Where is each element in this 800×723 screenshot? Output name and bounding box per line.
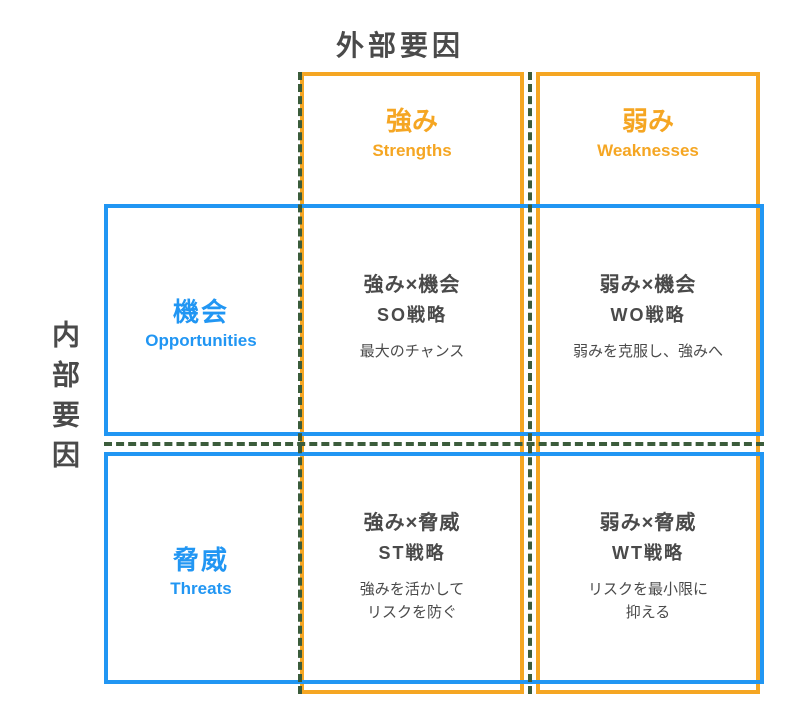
so-strategy: SO戦略 (300, 301, 524, 327)
wo-strategy: WO戦略 (536, 301, 760, 327)
weaknesses-label-jp: 弱み (536, 106, 760, 137)
threats-label-jp: 脅威 (106, 540, 296, 577)
swot-cross-diagram: 外部要因 内部要因 強み Strengths 弱み Weaknesses 機会 … (0, 0, 800, 723)
st-cell: 強み×脅威 ST戦略 強みを活かして リスクを防ぐ (300, 506, 524, 624)
wt-cell: 弱み×脅威 WT戦略 リスクを最小限に 抑える (536, 506, 760, 624)
wt-title: 弱み×脅威 (536, 506, 760, 535)
st-desc: 強みを活かして リスクを防ぐ (300, 579, 524, 624)
opportunities-header: 機会 Opportunities (106, 292, 296, 351)
horizontal-divider (104, 442, 764, 446)
external-factors-title: 外部要因 (0, 24, 800, 64)
strengths-header: 強み Strengths (300, 106, 524, 161)
strengths-label-jp: 強み (300, 106, 524, 137)
so-cell: 強み×機会 SO戦略 最大のチャンス (300, 268, 524, 364)
vertical-divider-mid (528, 72, 532, 694)
threats-header: 脅威 Threats (106, 540, 296, 599)
wo-cell: 弱み×機会 WO戦略 弱みを克服し、強みへ (536, 268, 760, 364)
strengths-label-en: Strengths (300, 141, 524, 161)
internal-factors-title: 内部要因 (44, 320, 84, 480)
st-strategy: ST戦略 (300, 539, 524, 565)
wt-desc: リスクを最小限に 抑える (536, 579, 760, 624)
opportunities-label-en: Opportunities (106, 331, 296, 351)
wo-title: 弱み×機会 (536, 268, 760, 297)
wt-strategy: WT戦略 (536, 539, 760, 565)
threats-label-en: Threats (106, 579, 296, 599)
st-title: 強み×脅威 (300, 506, 524, 535)
weaknesses-header: 弱み Weaknesses (536, 106, 760, 161)
wo-desc: 弱みを克服し、強みへ (536, 341, 760, 364)
so-desc: 最大のチャンス (300, 341, 524, 364)
weaknesses-label-en: Weaknesses (536, 141, 760, 161)
so-title: 強み×機会 (300, 268, 524, 297)
opportunities-label-jp: 機会 (106, 292, 296, 329)
